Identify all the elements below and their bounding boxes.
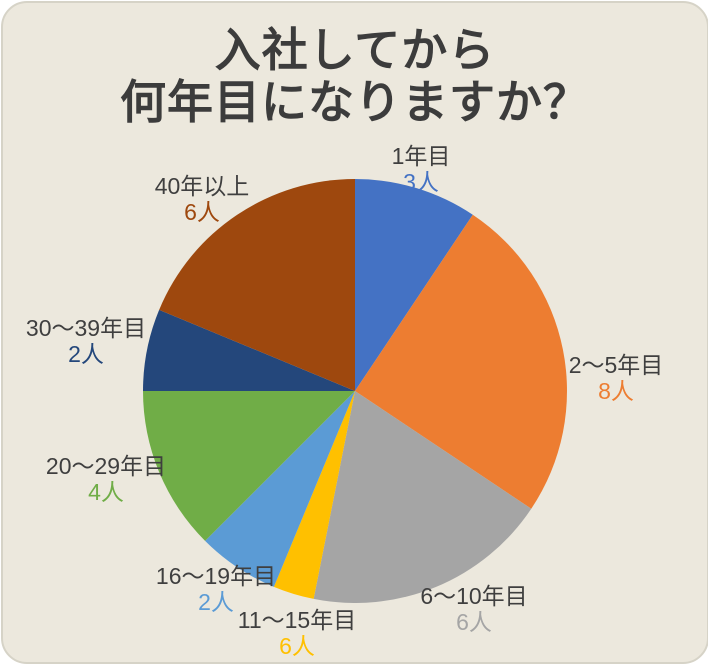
slice-name: 11〜15年目 — [237, 607, 357, 633]
slice-count: 6人 — [456, 609, 492, 635]
pie-slice-7 — [143, 309, 355, 391]
slice-count: 8人 — [598, 378, 634, 404]
pie-slice-8 — [159, 179, 355, 391]
pie-slice-2 — [355, 214, 567, 509]
slice-name: 16〜19年目 — [155, 563, 277, 589]
slice-count: 3人 — [403, 169, 439, 195]
pie-slice-5 — [205, 391, 355, 587]
pie-slice-3 — [313, 391, 532, 603]
slice-name: 1年目 — [391, 143, 451, 169]
slice-name: 40年以上 — [154, 173, 250, 199]
slice-name: 30〜39年目 — [25, 315, 147, 341]
slice-label-16-19years: 16〜19年目 2人 — [156, 563, 276, 615]
slice-label-2-5years: 2〜5年目 8人 — [569, 352, 664, 404]
slice-count: 2人 — [198, 589, 234, 615]
pie-slice-6 — [143, 391, 355, 541]
slice-name: 2〜5年目 — [568, 352, 664, 378]
chart-title: 入社してから 何年目になりますか？ — [3, 24, 707, 128]
slice-label-20-29years: 20〜29年目 4人 — [46, 453, 166, 505]
slice-name: 6〜10年目 — [420, 583, 528, 609]
chart-title-line2: 何年目になりますか？ — [120, 75, 590, 128]
slice-name: 20〜29年目 — [45, 453, 167, 479]
chart-title-line1: 入社してから — [214, 24, 496, 76]
pie-slice-4 — [273, 391, 355, 599]
slice-label-1yearme: 1年目 3人 — [392, 143, 451, 195]
slice-label-11-15years: 11〜15年目 6人 — [238, 607, 356, 659]
slice-count: 2人 — [68, 341, 104, 367]
slice-label-30-39years: 30〜39年目 2人 — [26, 315, 146, 367]
pie-slice-1 — [355, 179, 473, 391]
slice-count: 6人 — [184, 199, 220, 225]
slice-count: 4人 — [88, 479, 124, 505]
slice-count: 6人 — [279, 633, 315, 659]
slice-label-6-10years: 6〜10年目 6人 — [420, 583, 527, 635]
pie-area — [143, 179, 567, 603]
slice-label-40plus: 40年以上 6人 — [155, 173, 250, 225]
pie-chart — [143, 179, 567, 603]
